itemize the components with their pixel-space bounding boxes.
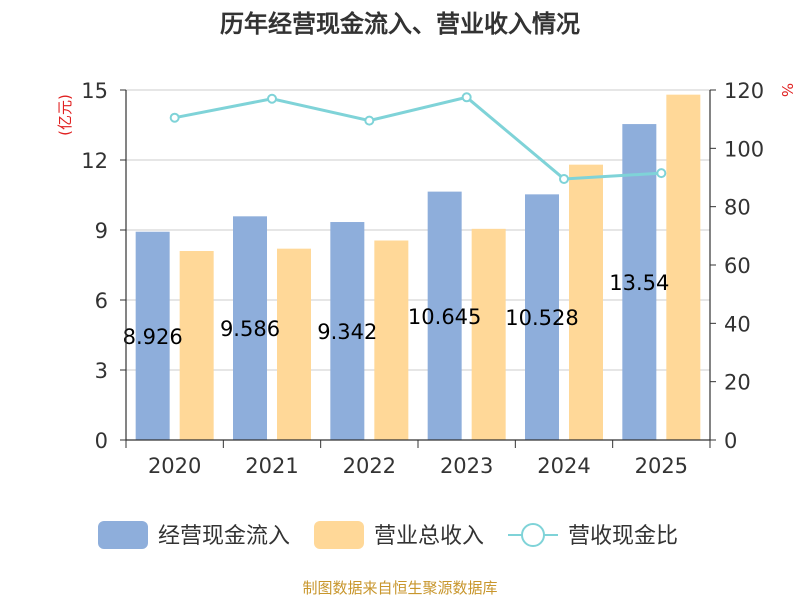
revenue-bar [666,94,701,441]
legend-swatch [314,521,364,549]
revenue-bar [374,240,409,440]
x-axis-tick-label: 2022 [343,454,396,478]
ratio-point [559,173,569,184]
right-axis-tick-label: 120 [724,79,764,103]
left-axis-tick-label: 9 [95,219,108,243]
legend-item[interactable]: 营业总收入 [314,521,484,549]
bar-data-label: 9.342 [317,320,377,344]
cash-inflow-bar [330,222,365,440]
right-axis-tick-label: 0 [724,429,737,453]
x-axis-tick-label: 2023 [440,454,493,478]
bar-data-labels: 8.926 9.586 9.342 10.645 10.528 13.54 [123,271,670,349]
legend-label: 营业总收入 [374,524,484,549]
left-axis-tick-label: 6 [95,289,108,313]
ratio-line [174,95,662,181]
x-axis-tick-label: 2021 [245,454,298,478]
axes: 0 3 6 9 12 15 0 20 40 60 80 100 120 2020 2021 2022 2023 2… [81,79,764,478]
ratio-line-series [169,92,667,184]
legend[interactable]: 经营现金流入 营业总收入 营收现金比 [98,521,678,549]
bar-data-label: 10.528 [505,306,578,330]
bar-data-label: 13.54 [609,271,669,295]
x-axis-tick-label: 2025 [635,454,688,478]
right-axis-tick-label: 60 [724,254,751,278]
cash-inflow-bar [525,194,559,440]
legend-item[interactable]: 营收现金比 [508,523,678,549]
right-axis-tick-label: 100 [724,137,764,161]
revenue-bar [277,248,311,440]
ratio-point [267,93,277,104]
source-note: 制图数据来自恒生聚源数据库 [302,579,497,597]
legend-label: 经营现金流入 [158,524,290,549]
right-axis-tick-label: 80 [724,196,751,220]
legend-marker [521,523,545,547]
cash-inflow-bar [233,216,267,440]
revenue-bar [471,228,506,440]
ratio-point [461,92,472,103]
bar-data-label: 8.926 [123,325,183,349]
legend-label: 营收现金比 [568,524,678,549]
chart-title: 历年经营现金流入、营业收入情况 [220,10,580,38]
bar-data-label: 10.645 [408,305,481,329]
revenue-bar [569,164,603,440]
left-axis-label: (亿元) [56,94,74,136]
cash-inflow-bar [135,231,170,440]
left-axis-tick-label: 15 [81,79,108,103]
legend-swatch [98,521,148,549]
right-axis-label: % [778,83,796,97]
x-axis-tick-label: 2020 [148,454,201,478]
left-axis-tick-label: 0 [95,429,108,453]
right-axis-tick-label: 40 [724,312,751,336]
bar-series [135,94,701,441]
right-axis-tick-label: 20 [724,371,751,395]
ratio-point [169,112,180,123]
cash-inflow-bar [622,124,657,441]
left-axis-tick-label: 3 [95,359,108,383]
bar-data-label: 9.586 [220,317,280,341]
left-axis-tick-label: 12 [81,149,108,173]
revenue-bar [179,251,214,440]
ratio-point [656,168,667,179]
cash-inflow-bar [427,191,462,440]
legend-item[interactable]: 经营现金流入 [98,521,290,549]
ratio-point [364,115,375,126]
x-axis-tick-label: 2024 [537,454,590,478]
